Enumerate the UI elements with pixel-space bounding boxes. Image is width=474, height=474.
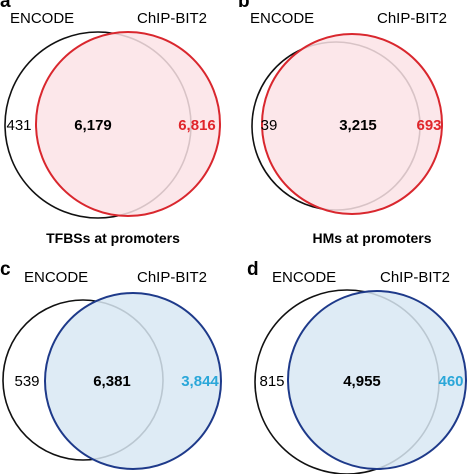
only-right-count-d: 460	[438, 373, 463, 390]
right-set-label-c: ChIP-BIT2	[137, 269, 207, 286]
panel-letter-d: d	[247, 259, 259, 280]
left-set-label-b: ENCODE	[250, 10, 314, 27]
right-set-label-a: ChIP-BIT2	[137, 10, 207, 27]
only-left-count-c: 539	[14, 373, 39, 390]
panel-letter-b: b	[238, 0, 250, 12]
only-right-count-b: 693	[416, 117, 441, 134]
only-right-count-a: 6,816	[178, 117, 216, 134]
caption-b: HMs at promoters	[312, 230, 431, 246]
left-set-label-c: ENCODE	[24, 269, 88, 286]
left-set-label-d: ENCODE	[272, 269, 336, 286]
panel-a: a ENCODE ChIP-BIT2 431 6,179 6,816 TFBSs…	[0, 0, 221, 246]
only-left-count-a: 431	[6, 117, 31, 134]
right-set-label-b: ChIP-BIT2	[377, 10, 447, 27]
caption-a: TFBSs at promoters	[46, 230, 180, 246]
overlap-count-b: 3,215	[339, 117, 377, 134]
panel-letter-c: c	[0, 259, 11, 280]
panel-c: c ENCODE ChIP-BIT2 539 6,381 3,844	[0, 259, 222, 470]
left-set-label-a: ENCODE	[10, 10, 74, 27]
overlap-count-c: 6,381	[93, 373, 131, 390]
right-circle-a	[35, 31, 221, 217]
panel-letter-a: a	[0, 0, 11, 12]
only-left-count-d: 815	[259, 373, 284, 390]
right-circle-d	[287, 290, 467, 470]
right-set-label-d: ChIP-BIT2	[380, 269, 450, 286]
only-right-count-c: 3,844	[181, 373, 219, 390]
right-circle-b	[261, 33, 443, 215]
overlap-count-a: 6,179	[74, 117, 112, 134]
panel-d: d ENCODE ChIP-BIT2 815 4,955 460	[247, 259, 467, 474]
panel-b: b ENCODE ChIP-BIT2 39 3,215 693 HMs at p…	[238, 0, 447, 246]
overlap-count-d: 4,955	[343, 373, 381, 390]
only-left-count-b: 39	[261, 117, 278, 134]
right-circle-c	[44, 292, 222, 470]
